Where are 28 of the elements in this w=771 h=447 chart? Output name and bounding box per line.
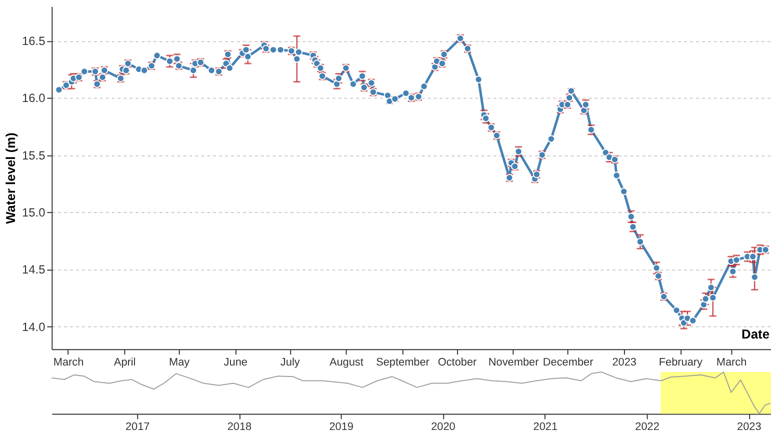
x-tick-label: July (280, 356, 300, 369)
y-tick-label: 16.0 (22, 91, 46, 106)
x-tick-label: June (224, 356, 248, 369)
x-tick-label: August (329, 356, 364, 369)
x-tick-label: 2018 (227, 421, 252, 434)
y-tick-label: 14.5 (22, 262, 46, 277)
x-tick-label: February (658, 356, 704, 369)
x-tick-label: September (376, 356, 430, 369)
x-tick-label: November (488, 356, 540, 369)
x-tick-label: October (438, 356, 478, 369)
y-tick-label: 15.0 (22, 206, 46, 220)
x-tick-label: 2023 (737, 421, 762, 434)
x-tick-label: March (53, 356, 84, 369)
x-tick-label: 2017 (125, 421, 150, 434)
x-tick-label: March (716, 356, 747, 369)
x-tick-label: December (542, 356, 594, 369)
x-tick-label: 2020 (431, 421, 456, 434)
x-tick-label: 2023 (612, 356, 636, 369)
y-tick-label: 16.5 (22, 34, 46, 48)
y-axis-title: Water level (m) (3, 132, 18, 224)
x-tick-label: April (114, 356, 136, 369)
y-tick-label: 15.5 (22, 148, 46, 162)
x-tick-label: 2022 (635, 421, 660, 434)
y-tick-label: 14.0 (22, 320, 46, 334)
x-tick-label: 2021 (533, 421, 558, 434)
x-tick-label: May (169, 356, 190, 369)
x-tick-label: 2019 (329, 421, 354, 434)
x-axis-title: Date (742, 326, 770, 342)
